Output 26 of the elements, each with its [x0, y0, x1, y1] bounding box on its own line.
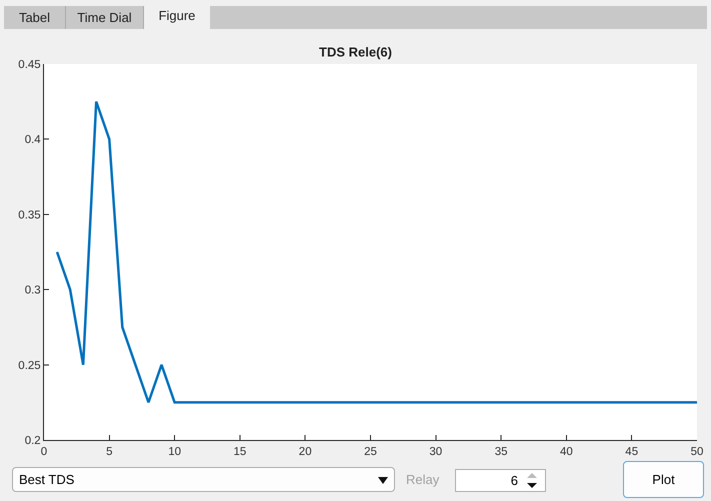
x-tick-label: 20	[298, 446, 312, 458]
x-tick-label: 0	[40, 446, 48, 458]
y-tick-label: 0.45	[18, 59, 41, 72]
x-tick-label: 45	[625, 446, 638, 458]
x-tick-label: 25	[364, 446, 377, 458]
text: Best TDS	[12, 467, 395, 492]
x-tick-label: 15	[234, 446, 246, 458]
text: Time Dial	[66, 6, 144, 29]
text: Figure	[144, 4, 210, 29]
y-tick-label: 0.25	[18, 360, 41, 372]
line-series	[56, 100, 697, 404]
x-tick-label: 35	[494, 446, 508, 458]
y-tick-label: 0.35	[18, 209, 41, 222]
x-tick-label: 30	[429, 446, 442, 458]
text: Plot	[623, 461, 704, 498]
text: Relay	[406, 472, 440, 487]
text: Tabel	[4, 6, 66, 29]
y-tick-label: 0.3	[24, 284, 41, 297]
y-tick-label: 0.2	[24, 435, 41, 448]
y-tick-label: 0.4	[24, 134, 42, 146]
chart-title: TDS Rele(6)	[319, 44, 392, 60]
x-tick-label: 10	[168, 446, 181, 458]
x-tick-label: 50	[690, 446, 704, 458]
x-tick-label: 40	[560, 446, 573, 458]
text: 6	[510, 473, 518, 488]
x-tick-label: 5	[106, 446, 113, 458]
